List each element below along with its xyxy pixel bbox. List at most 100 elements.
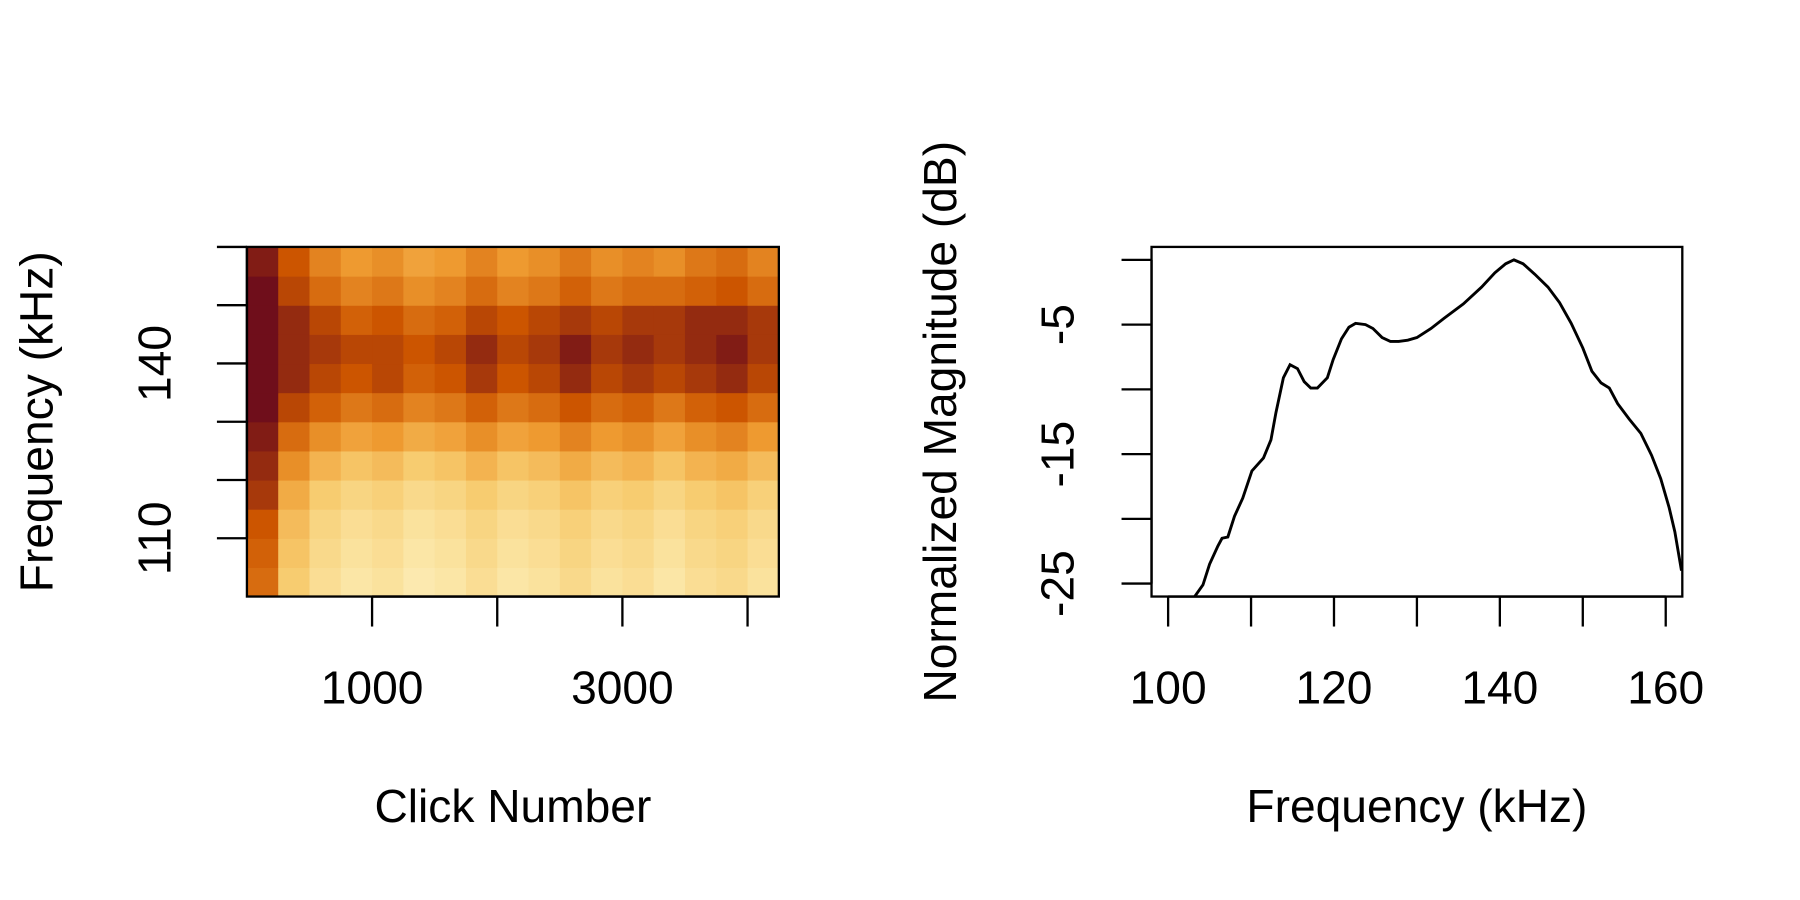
heat-cell bbox=[747, 450, 780, 481]
y-axis-label: Frequency (kHz) bbox=[11, 251, 63, 592]
heat-cell bbox=[716, 392, 749, 423]
heat-cell bbox=[403, 567, 436, 598]
heat-cell bbox=[622, 450, 655, 481]
heat-cell bbox=[309, 567, 342, 598]
heat-cell bbox=[497, 538, 530, 568]
heat-cell bbox=[747, 305, 780, 335]
heat-cell bbox=[622, 276, 655, 306]
heat-cell bbox=[497, 246, 530, 277]
heat-cell bbox=[278, 480, 311, 510]
heat-cell bbox=[403, 450, 436, 481]
heat-cell bbox=[403, 305, 436, 335]
heat-cell bbox=[246, 421, 279, 452]
heat-cell bbox=[716, 334, 749, 365]
heat-cell bbox=[684, 363, 717, 394]
heat-cell bbox=[309, 363, 342, 394]
heat-cell bbox=[403, 246, 436, 277]
heat-cell bbox=[372, 363, 404, 394]
heat-cell bbox=[747, 480, 780, 510]
heat-cell bbox=[622, 392, 655, 423]
heat-cell bbox=[591, 480, 623, 510]
heat-cell bbox=[559, 450, 592, 481]
x-tick-label: 160 bbox=[1627, 661, 1704, 713]
heat-cell bbox=[246, 276, 279, 306]
heat-cell bbox=[559, 246, 592, 277]
heat-cell bbox=[528, 363, 561, 394]
heat-cell bbox=[403, 363, 436, 394]
heat-cell bbox=[716, 421, 749, 452]
heat-cell bbox=[591, 334, 623, 365]
heat-cell bbox=[747, 276, 780, 306]
x-tick-label: 100 bbox=[1130, 661, 1207, 713]
heat-cell bbox=[747, 392, 780, 423]
heat-cell bbox=[309, 450, 342, 481]
heat-cell bbox=[278, 246, 311, 277]
heat-cell bbox=[653, 538, 686, 568]
heat-cell bbox=[591, 450, 623, 481]
heat-cell bbox=[528, 421, 561, 452]
heat-cell bbox=[653, 421, 686, 452]
x-tick-label: 140 bbox=[1461, 661, 1538, 713]
heat-cell bbox=[591, 509, 623, 539]
x-axis-label: Frequency (kHz) bbox=[1246, 780, 1587, 832]
heat-cell bbox=[497, 334, 530, 365]
heat-cell bbox=[372, 538, 404, 568]
heat-cell bbox=[465, 334, 498, 365]
heat-cell bbox=[747, 567, 780, 598]
heat-cell bbox=[340, 480, 373, 510]
heat-cell bbox=[559, 538, 592, 568]
y-tick-label: -15 bbox=[1032, 421, 1084, 488]
heat-cell bbox=[309, 276, 342, 306]
heat-cell bbox=[278, 276, 311, 306]
heat-cell bbox=[340, 509, 373, 539]
heat-cell bbox=[653, 392, 686, 423]
heat-cell bbox=[309, 480, 342, 510]
heat-cell bbox=[559, 305, 592, 335]
heat-cell bbox=[465, 567, 498, 598]
heat-cell bbox=[246, 246, 279, 277]
heat-cell bbox=[372, 480, 404, 510]
heat-cell bbox=[246, 538, 279, 568]
heat-cell bbox=[747, 421, 780, 452]
heat-cell bbox=[591, 363, 623, 394]
heat-cell bbox=[434, 509, 467, 539]
heat-cell bbox=[340, 392, 373, 423]
heat-cell bbox=[340, 246, 373, 277]
heat-cell bbox=[528, 538, 561, 568]
heat-cell bbox=[684, 334, 717, 365]
heat-cell bbox=[434, 567, 467, 598]
heat-cell bbox=[465, 421, 498, 452]
heat-cell bbox=[622, 509, 655, 539]
heat-cell bbox=[434, 421, 467, 452]
heat-cell bbox=[559, 421, 592, 452]
heat-cell bbox=[372, 392, 404, 423]
x-tick-label: 120 bbox=[1295, 661, 1372, 713]
heat-cell bbox=[622, 246, 655, 277]
heat-cell bbox=[497, 363, 530, 394]
heat-cell bbox=[497, 509, 530, 539]
heat-cell bbox=[434, 305, 467, 335]
heat-cell bbox=[716, 305, 749, 335]
heat-cell bbox=[684, 421, 717, 452]
heat-cell bbox=[747, 246, 780, 277]
heat-cell bbox=[434, 538, 467, 568]
heat-cell bbox=[716, 509, 749, 539]
heat-cell bbox=[653, 305, 686, 335]
heat-cell bbox=[747, 538, 780, 568]
heat-cell bbox=[403, 480, 436, 510]
heat-cell bbox=[340, 567, 373, 598]
heat-cell bbox=[653, 246, 686, 277]
heat-cell bbox=[528, 334, 561, 365]
heat-cell bbox=[246, 363, 279, 394]
heat-cell bbox=[684, 567, 717, 598]
heat-cell bbox=[465, 305, 498, 335]
heat-cell bbox=[246, 450, 279, 481]
heat-cell bbox=[372, 246, 404, 277]
heatmap-panel: 1000 3000 110 140 Click Number Frequency (kHz… bbox=[11, 245, 780, 832]
heat-cell bbox=[403, 334, 436, 365]
heat-cell bbox=[497, 567, 530, 598]
y-tick-label: -5 bbox=[1032, 304, 1084, 345]
line-panel: 100 120 140 160 -5 -15 -25 Frequency (kHz) Norma… bbox=[914, 141, 1704, 832]
heat-cell bbox=[434, 392, 467, 423]
